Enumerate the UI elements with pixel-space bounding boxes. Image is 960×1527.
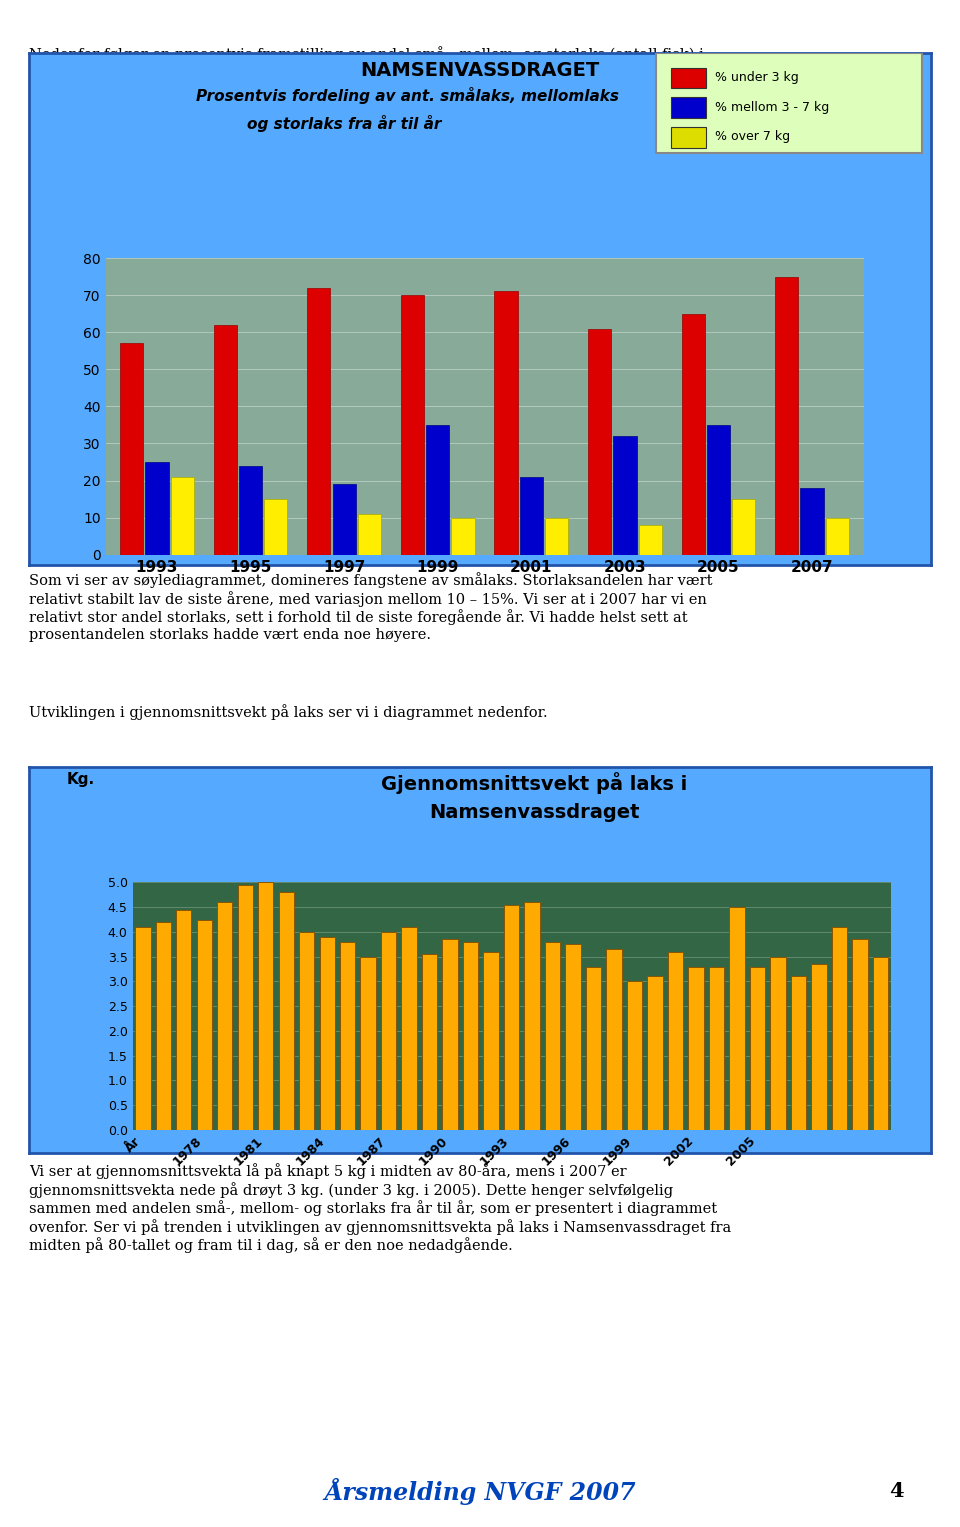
Bar [156,922,171,1130]
Text: Kg.: Kg. [66,773,95,788]
Bar [811,964,827,1130]
Bar [443,939,458,1130]
Bar [671,67,706,89]
Bar [422,954,438,1130]
FancyBboxPatch shape [656,53,923,153]
Bar [237,886,252,1130]
Bar [401,295,424,554]
Bar [451,518,474,554]
Text: Prosentvis fordeling av ant. smålaks, mellomlaks: Prosentvis fordeling av ant. smålaks, me… [196,87,619,104]
Bar [708,967,724,1130]
Text: og storlaks fra år til år: og storlaks fra år til år [248,115,442,131]
Bar [565,944,581,1130]
Text: % under 3 kg: % under 3 kg [714,70,799,84]
Bar [145,463,169,554]
Bar [340,942,355,1130]
Bar [750,967,765,1130]
Bar [401,927,417,1130]
Text: % mellom 3 - 7 kg: % mellom 3 - 7 kg [714,101,828,113]
Bar [361,956,376,1130]
Bar [688,967,704,1130]
Bar [426,425,449,554]
Bar [831,927,847,1130]
Bar [214,325,237,554]
Bar [801,489,824,554]
Bar [791,976,806,1130]
Bar [494,292,517,554]
Bar [381,931,396,1130]
Bar [638,525,661,554]
Bar [852,939,868,1130]
Bar [607,950,622,1130]
Text: Som vi ser av søylediagrammet, domineres fangstene av smålaks. Storlaksandelen h: Som vi ser av søylediagrammet, domineres… [29,573,712,641]
Bar [775,276,799,554]
Bar [217,902,232,1130]
Bar [627,982,642,1130]
Bar [239,466,262,554]
Bar [524,902,540,1130]
Bar [730,907,745,1130]
Text: Utviklingen i gjennomsnittsvekt på laks ser vi i diagrammet nedenfor.: Utviklingen i gjennomsnittsvekt på laks … [29,704,547,721]
Bar [258,883,274,1130]
Bar [770,956,785,1130]
Bar [484,951,499,1130]
Bar [545,942,561,1130]
Bar [463,942,478,1130]
Bar [120,344,143,554]
Text: NAMSENVASSDRAGET: NAMSENVASSDRAGET [360,61,600,79]
Bar [826,518,849,554]
Bar [307,287,330,554]
Bar [668,951,684,1130]
Bar [332,484,356,554]
Text: Nedenfor følger en prosentvis framstilling av andel små-, mellom- og storlaks (a: Nedenfor følger en prosentvis framstilli… [29,46,704,78]
Bar [278,892,294,1130]
Bar [176,910,191,1130]
Bar [873,956,888,1130]
Bar [320,938,335,1130]
Bar [504,904,519,1130]
Bar [197,919,212,1130]
Bar [707,425,731,554]
Bar [588,328,612,554]
Bar [647,976,662,1130]
Text: % over 7 kg: % over 7 kg [714,130,790,144]
Bar [586,967,601,1130]
Bar [171,476,194,554]
Bar [732,499,756,554]
Bar [264,499,287,554]
Text: Årsmelding NVGF 2007: Årsmelding NVGF 2007 [324,1478,636,1504]
Bar [299,931,314,1130]
Bar [519,476,543,554]
Bar [671,98,706,118]
Text: Gjennomsnittsvekt på laks i
Namsenvassdraget: Gjennomsnittsvekt på laks i Namsenvassdr… [381,773,687,823]
Text: 4: 4 [890,1481,904,1501]
Bar [671,127,706,148]
Bar [545,518,568,554]
Bar [135,927,151,1130]
Bar [682,313,705,554]
Bar [358,515,381,554]
Text: Vi ser at gjennomsnittsvekta lå på knapt 5 kg i midten av 80-åra, mens i 2007 er: Vi ser at gjennomsnittsvekta lå på knapt… [29,1164,732,1254]
Bar [613,437,636,554]
